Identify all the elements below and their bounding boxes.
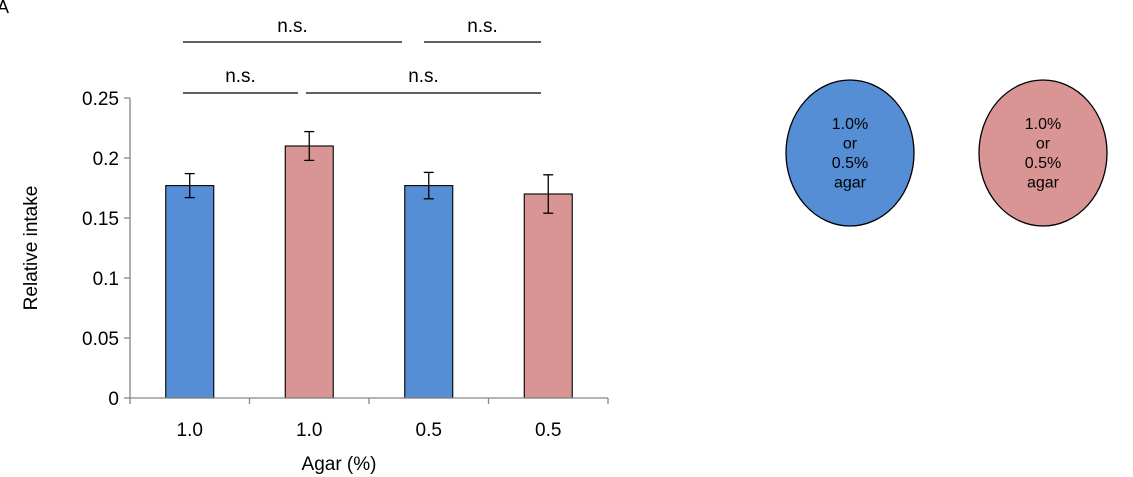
bar	[523, 193, 573, 399]
bars	[165, 145, 573, 399]
circle-label-line: agar	[834, 174, 867, 191]
x-axis-title: Agar (%)	[302, 454, 377, 475]
circle-label-line: 1.0%	[832, 116, 868, 133]
y-tick-label: 0.1	[93, 269, 119, 290]
error-bar	[304, 130, 315, 162]
error-bar	[543, 174, 554, 214]
significance-bracket: n.s.	[306, 66, 541, 94]
x-tick-label: 1.0	[296, 420, 322, 441]
bar	[284, 145, 334, 399]
x-tick-label: 1.0	[177, 420, 203, 441]
significance-bracket: n.s.	[183, 66, 298, 94]
x-tick-label: 0.5	[535, 420, 561, 441]
error-bar	[423, 171, 434, 200]
bar	[404, 185, 454, 399]
circle-label-line: agar	[1027, 174, 1060, 191]
error-bars	[184, 130, 554, 214]
y-tick-label: 0.15	[82, 209, 119, 230]
bar	[165, 185, 215, 399]
condition-circle: 1.0% or 0.5% agar	[978, 79, 1108, 227]
panel-label: A	[0, 0, 9, 17]
x-ticks: 1.0 1.0 0.5 0.5	[129, 398, 609, 441]
y-tick-label: 0	[108, 389, 119, 410]
y-ticks: 0 0.05 0.1 0.15 0.2 0.25	[82, 89, 130, 410]
circle-shape	[978, 79, 1108, 227]
significance-brackets: n.s. n.s. n.s. n.s.	[183, 16, 541, 94]
y-axis-title: Relative intake	[21, 186, 42, 311]
circle-shape	[785, 79, 915, 227]
significance-bracket: n.s.	[424, 16, 541, 43]
circle-label-line: or	[843, 135, 858, 152]
condition-legend: 1.0% or 0.5% agar 1.0% or 0.5% agar	[785, 79, 1108, 227]
condition-circle: 1.0% or 0.5% agar	[785, 79, 915, 227]
significance-label: n.s.	[225, 66, 256, 87]
error-bar	[184, 172, 195, 199]
circle-label-line: 0.5%	[832, 155, 868, 172]
y-tick-label: 0.25	[82, 89, 119, 110]
circle-label-line: 1.0%	[1025, 116, 1061, 133]
significance-label: n.s.	[467, 16, 498, 37]
circle-label-line: or	[1036, 135, 1051, 152]
significance-label: n.s.	[277, 16, 308, 37]
significance-label: n.s.	[408, 66, 439, 87]
x-tick-label: 0.5	[416, 420, 442, 441]
bar-chart: 0 0.05 0.1 0.15 0.2 0.25 1.0 1.0 0.5 0.5 Agar (%…	[21, 16, 609, 475]
significance-bracket: n.s.	[183, 16, 402, 43]
y-tick-label: 0.05	[82, 329, 119, 350]
circle-label-line: 0.5%	[1025, 155, 1061, 172]
y-tick-label: 0.2	[93, 149, 119, 170]
